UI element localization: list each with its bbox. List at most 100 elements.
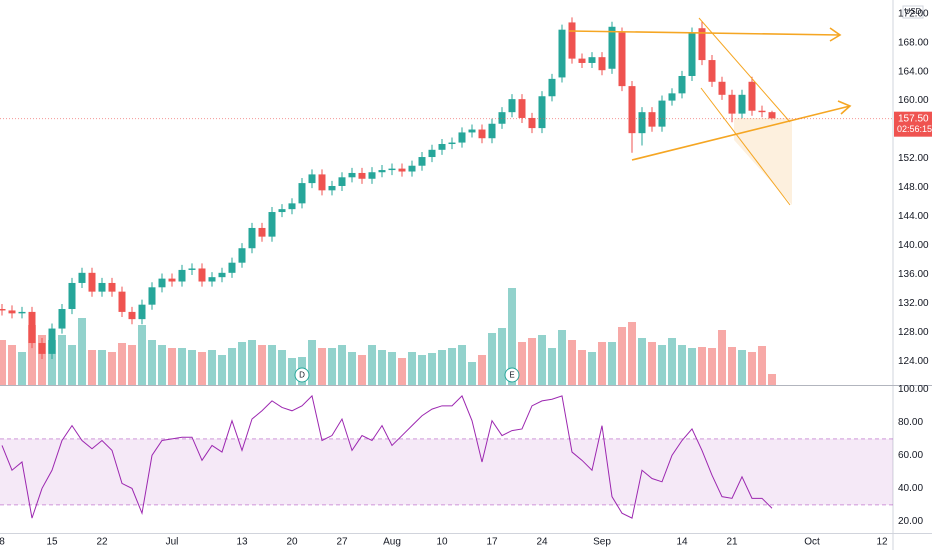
volume-bar [518, 342, 526, 385]
y-tick-label: 172.00 [898, 8, 929, 19]
volume-bar [288, 358, 296, 385]
volume-bar [68, 345, 76, 385]
volume-bar [58, 335, 66, 385]
candle-body [388, 168, 396, 171]
rsi-band [0, 438, 893, 505]
candle-body [718, 81, 726, 95]
volume-bar [588, 352, 596, 385]
volume-bar [148, 340, 156, 385]
candle-body [38, 343, 46, 354]
volume-bar [378, 350, 386, 385]
volume-bar [358, 355, 366, 385]
x-tick-label: 10 [436, 537, 448, 548]
arrow-head [829, 27, 842, 42]
y-tick-label: 144.00 [898, 211, 929, 222]
candle-body [0, 309, 6, 311]
candle-body [68, 282, 76, 310]
volume-bar [758, 346, 766, 385]
volume-bar [388, 352, 396, 385]
candle-body [668, 93, 676, 101]
candle-body [298, 183, 306, 204]
volume-bar [218, 355, 226, 385]
volume-bar [78, 318, 86, 385]
candle-body [178, 269, 186, 282]
last-price-tag [894, 111, 932, 137]
x-tick-label: 24 [536, 537, 548, 548]
candle-body [508, 99, 516, 113]
x-tick-label: 21 [726, 537, 738, 548]
candle-body [678, 75, 686, 94]
trend-line-bottom [631, 105, 851, 161]
candle-body [438, 144, 446, 150]
event-label: D [299, 371, 305, 380]
currency-box [902, 5, 924, 19]
arrow-head [837, 100, 852, 115]
candle-body [738, 94, 746, 114]
volume-bar [638, 338, 646, 385]
channel-upper [698, 17, 791, 123]
volume-bar [198, 352, 206, 385]
candle-body [238, 248, 246, 263]
volume-bar [748, 352, 756, 385]
candle-body [578, 58, 586, 63]
candle-body [168, 278, 176, 282]
volume-bar [718, 330, 726, 385]
y-tick-label: 168.00 [898, 37, 929, 48]
volume-bar [208, 350, 216, 385]
candle-body [488, 123, 496, 139]
volume-bar [408, 352, 416, 385]
candle-body [418, 157, 426, 166]
volume-bar [328, 348, 336, 385]
candle-body [278, 209, 286, 213]
candle-body [78, 272, 86, 283]
candle-body [288, 203, 296, 210]
candle-body [118, 291, 126, 312]
candle-body [538, 96, 546, 129]
y-tick-label: 60.00 [898, 450, 923, 461]
x-tick-label: 14 [676, 537, 688, 548]
candle-body [568, 22, 576, 59]
volume-bar [678, 345, 686, 385]
candle-body [88, 272, 96, 292]
volume-bar [538, 335, 546, 385]
x-tick-label: Jul [166, 537, 179, 548]
y-tick-label: 136.00 [898, 269, 929, 280]
volume-bar [348, 352, 356, 385]
y-tick-label: 164.00 [898, 66, 929, 77]
y-tick-label: 152.00 [898, 153, 929, 164]
volume-bar [118, 343, 126, 385]
volume-bar [658, 345, 666, 385]
candle-body [128, 311, 136, 320]
volume-bar [228, 348, 236, 385]
volume-bar [368, 345, 376, 385]
candle-body [408, 165, 416, 172]
candle-body [768, 112, 776, 119]
candle-body [348, 172, 356, 178]
volume-bar [478, 355, 486, 385]
candle-body [158, 278, 166, 288]
drawings [568, 17, 852, 206]
candle-body [248, 227, 256, 249]
trend-line-top [568, 30, 841, 36]
volume-bar [128, 345, 136, 385]
x-tick-label: 27 [336, 537, 348, 548]
candle-body [648, 112, 656, 127]
volume-bar [728, 347, 736, 385]
volume-bar [508, 288, 516, 385]
candle-body [58, 309, 66, 329]
x-tick-label: 13 [236, 537, 248, 548]
candle-body [48, 328, 56, 354]
volume-bar [168, 348, 176, 385]
y-tick-label: 40.00 [898, 483, 923, 494]
candle-body [638, 112, 646, 134]
candle-body [198, 268, 206, 282]
volume-bar [318, 348, 326, 385]
volume-bar [558, 330, 566, 385]
candle-body [8, 310, 16, 314]
y-tick-label: 140.00 [898, 240, 929, 251]
candle-body [138, 304, 146, 320]
volume-bar [548, 348, 556, 385]
volume-bar [618, 327, 626, 385]
